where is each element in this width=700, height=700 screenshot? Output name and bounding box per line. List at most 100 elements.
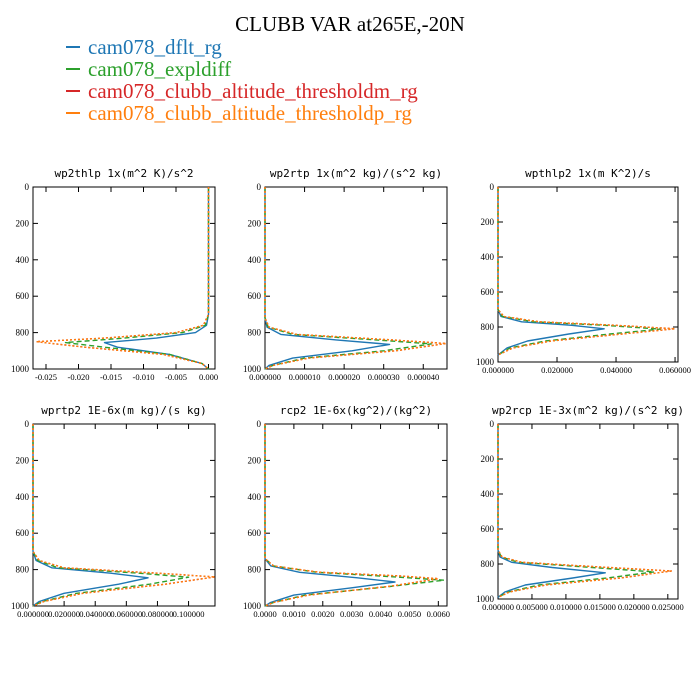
y-tick-label: 0 — [25, 182, 30, 192]
figure-title: CLUBB VAR at265E,-20N — [235, 12, 465, 36]
x-tick-label: 0.0030 — [340, 609, 363, 619]
x-tick-label: 0.005000 — [516, 602, 548, 612]
y-tick-label: 200 — [248, 218, 262, 228]
y-tick-label: 800 — [481, 322, 495, 332]
x-tick-label: 0.015000 — [584, 602, 616, 612]
panel: wprtp2 1E-6x(m kg)/(s kg) 0 200 400 600 800 10… — [11, 404, 216, 619]
x-tick-label: -0.005 — [165, 372, 187, 382]
x-tick-label: 0.0010 — [282, 609, 305, 619]
legend-label: cam078_dflt_rg — [88, 34, 222, 59]
series-line — [497, 187, 676, 356]
x-tick-label: 0.000000 — [482, 365, 514, 375]
panel: rcp2 1E-6x(kg^2)/(kg^2) 0 200 400 600 800 1000… — [243, 404, 450, 619]
y-tick-label: 1000 — [243, 364, 262, 374]
legend-item: cam078_clubb_altitude_thresholdp_rg — [66, 100, 418, 125]
y-tick-label: 600 — [16, 528, 30, 538]
series-line — [497, 187, 676, 356]
x-tick-label: 0.0020 — [311, 609, 334, 619]
x-tick-label: 0.000010 — [289, 372, 321, 382]
y-tick-label: 200 — [16, 218, 30, 228]
x-tick-label: 0.0060 — [427, 609, 450, 619]
series-line — [32, 424, 216, 607]
panel: wp2thlp 1x(m^2 K)/s^2 0 200 400 600 800 1000 -0… — [11, 167, 218, 382]
x-tick-label: 0.080000 — [142, 609, 174, 619]
series-line — [497, 424, 606, 598]
x-tick-label: -0.020 — [68, 372, 90, 382]
x-tick-label: 0.0050 — [398, 609, 421, 619]
y-tick-label: 400 — [248, 492, 262, 502]
y-tick-label: 400 — [16, 492, 30, 502]
y-tick-label: 800 — [16, 328, 30, 338]
x-tick-label: 0.040000 — [79, 609, 111, 619]
series-line — [497, 187, 661, 356]
x-tick-label: 0.020000 — [48, 609, 80, 619]
legend-swatch — [66, 68, 80, 70]
series-line — [497, 424, 672, 598]
y-tick-label: 0 — [257, 182, 262, 192]
x-tick-label: 0.020000 — [541, 365, 573, 375]
legend-label: cam078_clubb_altitude_thresholdm_rg — [88, 78, 418, 103]
x-tick-label: 0.000030 — [368, 372, 400, 382]
y-tick-label: 200 — [481, 454, 495, 464]
legend-item: cam078_expldiff — [66, 56, 418, 81]
y-tick-label: 1000 — [476, 594, 495, 604]
series-line — [264, 187, 391, 370]
y-tick-label: 1000 — [243, 601, 262, 611]
y-tick-label: 200 — [481, 217, 495, 227]
series-line — [497, 424, 655, 598]
y-tick-label: 800 — [248, 328, 262, 338]
panel-title: wp2thlp 1x(m^2 K)/s^2 — [54, 167, 193, 180]
x-tick-label: -0.015 — [100, 372, 122, 382]
legend-swatch — [66, 46, 80, 48]
plot-frame — [32, 186, 216, 370]
series-line — [497, 187, 605, 356]
y-tick-label: 600 — [248, 528, 262, 538]
y-tick-label: 800 — [481, 559, 495, 569]
y-tick-label: 400 — [481, 489, 495, 499]
panel-title: wp2rcp 1E-3x(m^2 kg)/(s^2 kg) — [492, 404, 684, 417]
panel-title: wpthlp2 1x(m K^2)/s — [525, 167, 651, 180]
legend-label: cam078_expldiff — [88, 56, 232, 81]
y-tick-label: 400 — [248, 255, 262, 265]
x-tick-label: 0.0040 — [369, 609, 392, 619]
y-tick-label: 800 — [16, 565, 30, 575]
x-tick-label: 0.040000 — [600, 365, 632, 375]
x-tick-label: 0.100000 — [173, 609, 205, 619]
series-line — [103, 187, 210, 370]
x-tick-label: 0.000000 — [249, 372, 281, 382]
legend-label: cam078_clubb_altitude_thresholdp_rg — [88, 100, 412, 125]
y-tick-label: 1000 — [11, 364, 30, 374]
x-tick-label: -0.010 — [133, 372, 155, 382]
y-tick-label: 600 — [481, 287, 495, 297]
x-tick-label: 0.000020 — [328, 372, 360, 382]
x-tick-label: 0.060000 — [659, 365, 691, 375]
plot-frame — [32, 423, 216, 607]
x-tick-label: 0.020000 — [618, 602, 650, 612]
x-tick-label: 0.000 — [199, 372, 218, 382]
panel-title: wp2rtp 1x(m^2 kg)/(s^2 kg) — [270, 167, 442, 180]
x-tick-label: 0.000000 — [17, 609, 49, 619]
series-line — [264, 187, 432, 370]
y-tick-label: 1000 — [476, 357, 495, 367]
series-line — [64, 187, 210, 370]
series-line — [264, 424, 396, 607]
series-line — [264, 424, 445, 607]
x-tick-label: 0.000040 — [407, 372, 439, 382]
x-tick-label: 0.0000 — [253, 609, 276, 619]
y-tick-label: 600 — [481, 524, 495, 534]
y-tick-label: 600 — [248, 291, 262, 301]
y-tick-label: 0 — [490, 419, 495, 429]
y-tick-label: 600 — [16, 291, 30, 301]
y-tick-label: 1000 — [11, 601, 30, 611]
x-tick-label: 0.025000 — [652, 602, 684, 612]
panel: wpthlp2 1x(m K^2)/s 0 200 400 600 800 10000.00… — [476, 167, 691, 375]
series-line — [264, 424, 439, 607]
x-tick-label: -0.025 — [35, 372, 57, 382]
legend-item: cam078_clubb_altitude_thresholdm_rg — [66, 78, 418, 103]
y-tick-label: 200 — [16, 455, 30, 465]
x-tick-label: 0.060000 — [110, 609, 142, 619]
y-tick-label: 400 — [16, 255, 30, 265]
series-line — [32, 424, 190, 607]
panel: wp2rtp 1x(m^2 kg)/(s^2 kg) 0 200 400 600 800 1… — [243, 167, 448, 382]
